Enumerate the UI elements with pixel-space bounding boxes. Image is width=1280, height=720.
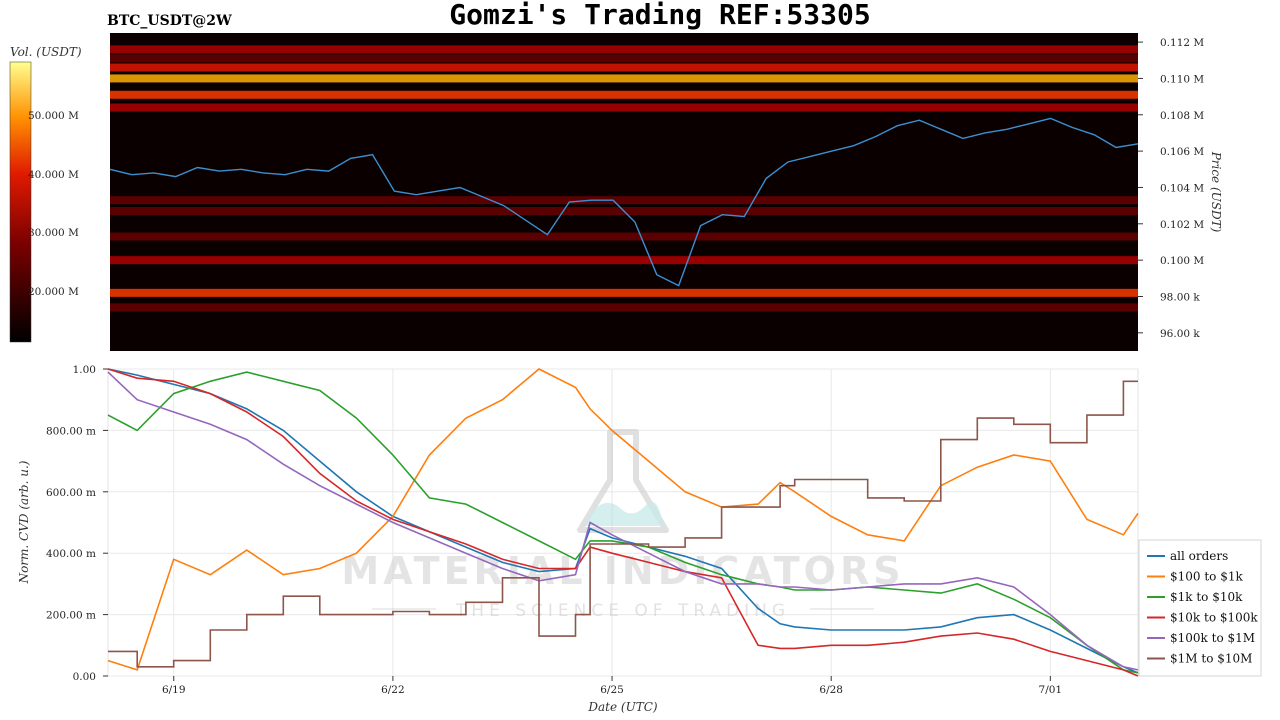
price-tick-label: 0.104 M xyxy=(1160,182,1204,194)
legend-entry: $100 to $1k xyxy=(1170,570,1243,584)
cvd-tick-label: 200.00 m xyxy=(46,610,96,622)
cvd-series xyxy=(107,368,1139,677)
price-tick-label: 0.102 M xyxy=(1160,219,1204,231)
colorbar-ticks: 50.000 M 40.000 M 30.000 M 20.000 M xyxy=(28,110,79,298)
colorbar-tick: 50.000 M xyxy=(28,110,79,122)
price-axis-ticks: 0.112 M 0.110 M 0.108 M 0.106 M 0.104 M 0.102… xyxy=(1138,37,1204,340)
date-tick-label: 6/22 xyxy=(381,684,405,696)
cvd-plot-area xyxy=(107,368,1139,677)
heatmap-level xyxy=(110,90,1138,99)
date-tick-label: 6/28 xyxy=(819,684,843,696)
colorbar-label: Vol. (USDT) xyxy=(10,45,82,59)
legend-entry: $10k to $100k xyxy=(1170,611,1258,625)
date-tick-label: 6/19 xyxy=(162,684,186,696)
price-axis-label: Price (USDT) xyxy=(1209,151,1223,233)
date-tick-label: 6/25 xyxy=(600,684,624,696)
heatmap-level xyxy=(110,74,1138,83)
price-tick-label: 98.00 k xyxy=(1160,291,1200,303)
legend: all orders $100 to $1k $1k to $10k $10k to … xyxy=(1138,539,1262,677)
series-line xyxy=(107,368,1139,674)
legend-entry: $100k to $1M xyxy=(1170,631,1255,645)
heatmap-level xyxy=(110,303,1138,312)
cvd-y-ticks: 0.00 200.00 m 400.00 m 600.00 m 800.00 m 1.00 xyxy=(46,364,108,683)
heatmap-level xyxy=(110,45,1138,54)
heatmap-level xyxy=(110,288,1138,297)
colorbar xyxy=(9,61,32,343)
cvd-tick-label: 800.00 m xyxy=(46,425,96,437)
price-tick-label: 0.112 M xyxy=(1160,37,1204,49)
legend-entry: $1k to $10k xyxy=(1170,590,1243,604)
series-line xyxy=(107,368,1139,671)
colorbar-tick: 40.000 M xyxy=(28,169,79,181)
flask-icon xyxy=(577,429,669,533)
series-line xyxy=(107,368,1139,677)
symbol-label: BTC_USDT@2W xyxy=(107,13,232,29)
legend-entry: all orders xyxy=(1170,549,1228,563)
watermark: MATERIAL INDICATORS THE SCIENCE OF TRADI… xyxy=(341,429,904,621)
heatmap-panel: 0.112 M 0.110 M 0.108 M 0.106 M 0.104 M 0.102… xyxy=(109,33,1223,351)
watermark-subtitle: THE SCIENCE OF TRADING xyxy=(455,601,790,621)
price-line xyxy=(109,117,1139,287)
cvd-tick-label: 400.00 m xyxy=(46,548,96,560)
heatmap-level xyxy=(110,54,1138,63)
price-tick-label: 96.00 k xyxy=(1160,328,1200,340)
cvd-tick-label: 600.00 m xyxy=(46,487,96,499)
heatmap-level xyxy=(110,103,1138,112)
heatmap-level xyxy=(110,196,1138,205)
cvd-y-axis-label: Norm. CVD (arb. u.) xyxy=(17,460,31,584)
price-tick-label: 0.100 M xyxy=(1160,255,1204,267)
price-tick-label: 0.106 M xyxy=(1160,146,1204,158)
heatmap-level xyxy=(110,256,1138,265)
watermark-title: MATERIAL INDICATORS xyxy=(341,549,904,593)
legend-entry: $1M to $10M xyxy=(1170,652,1252,666)
colorbar-tick: 30.000 M xyxy=(28,227,79,239)
heatmap-level xyxy=(110,232,1138,241)
series-line xyxy=(108,380,1138,668)
x-axis-label: Date (UTC) xyxy=(587,700,657,714)
chart-title: Gomzi's Trading REF:53305 xyxy=(449,0,870,31)
heatmap-background xyxy=(110,33,1138,351)
price-tick-label: 0.108 M xyxy=(1160,110,1204,122)
cvd-tick-label: 0.00 xyxy=(73,671,96,683)
colorbar-tick: 20.000 M xyxy=(28,286,79,298)
legend-box xyxy=(1138,539,1262,677)
date-tick-label: 7/01 xyxy=(1039,684,1063,696)
cvd-panel: MATERIAL INDICATORS THE SCIENCE OF TRADI… xyxy=(17,364,1262,714)
heatmap-level xyxy=(110,63,1138,72)
cvd-x-ticks: 6/19 6/22 6/25 6/28 7/01 xyxy=(162,676,1062,696)
price-tick-label: 0.110 M xyxy=(1160,73,1204,85)
cvd-tick-label: 1.00 xyxy=(73,364,96,376)
